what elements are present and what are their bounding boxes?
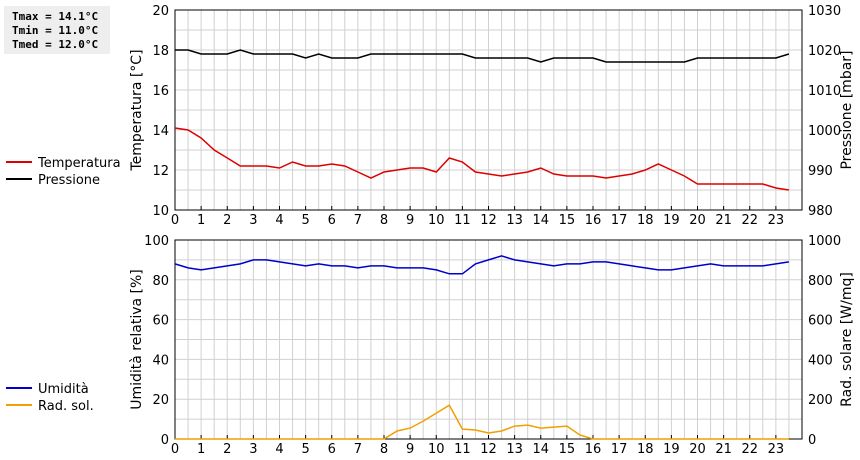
x-tick-label: 12 [480,442,497,457]
x-tick-label: 3 [249,442,257,457]
tmin-label: Tmin = 11.0°C [12,24,99,37]
legend-label: Umidità [38,382,89,397]
x-tick-label: 13 [506,213,523,228]
x-tick-label: 22 [741,442,758,457]
y-left-tick-label: 18 [152,44,169,59]
y-left-axis-label: Temperatura [°C] [129,49,145,171]
y-right-tick-label: 980 [808,204,833,219]
x-tick-label: 23 [768,213,785,228]
chart-1: 0 1 2 3 4 5 6 7 8 9 10 11 12 13 14 15 16 17 18 19 20 21 22 2310… [6,4,855,228]
x-tick-label: 8 [380,442,388,457]
x-tick-label: 0 [171,442,179,457]
x-tick-label: 22 [741,213,758,228]
series-line-1-1 [174,127,790,191]
y-left-tick-label: 14 [152,124,169,139]
y-right-tick-label: 200 [808,393,833,408]
series-line-2-2 [175,404,789,440]
x-tick-label: 10 [428,213,445,228]
x-tick-label: 9 [406,442,414,457]
x-tick-label: 16 [585,442,602,457]
x-tick-label: 3 [249,213,257,228]
x-tick-label: 11 [454,213,471,228]
y-left-tick-label: 20 [152,4,169,19]
x-tick-label: 14 [532,442,549,457]
legend-label: Rad. sol. [38,399,94,414]
y-right-tick-label: 800 [808,274,833,289]
x-tick-label: 2 [223,213,231,228]
y-right-axis-label: Pressione [mbar] [839,50,855,169]
x-tick-label: 12 [480,213,497,228]
y-right-tick-label: 1000 [808,124,841,139]
y-left-tick-label: 12 [152,164,169,179]
x-tick-label: 5 [301,213,309,228]
x-tick-label: 14 [532,213,549,228]
y-left-tick-label: 80 [152,274,169,289]
tmed-label: Tmed = 12.0°C [12,38,99,51]
y-right-axis-label: Rad. solare [W/mq] [839,272,855,407]
x-tick-label: 7 [354,213,362,228]
y-left-tick-label: 10 [152,204,169,219]
y-left-tick-label: 0 [161,433,169,448]
x-tick-label: 21 [715,213,732,228]
x-tick-label: 13 [506,442,523,457]
x-tick-label: 5 [301,442,309,457]
x-tick-label: 6 [328,213,336,228]
x-tick-label: 21 [715,442,732,457]
x-tick-label: 20 [689,213,706,228]
x-tick-label: 7 [354,442,362,457]
y-left-tick-label: 100 [144,234,169,249]
x-tick-label: 18 [637,442,654,457]
x-tick-label: 19 [663,442,680,457]
chart-2: 0 1 2 3 4 5 6 7 8 9 10 11 12 13 14 15 16 17 18 19 20 21 22 2302… [6,234,855,457]
legend-label: Temperatura [37,156,121,171]
y-left-tick-label: 40 [152,353,169,368]
y-right-tick-label: 1020 [808,44,841,59]
y-right-tick-label: 400 [808,353,833,368]
series-line-1-2 [175,49,790,63]
x-tick-label: 16 [585,213,602,228]
x-tick-label: 15 [559,442,576,457]
x-tick-label: 1 [197,213,205,228]
tmax-label: Tmax = 14.1°C [12,10,99,23]
x-tick-label: 23 [768,442,785,457]
series-line-2-1 [174,255,790,275]
y-left-tick-label: 16 [152,84,169,99]
y-left-tick-label: 20 [152,393,169,408]
x-tick-label: 9 [406,213,414,228]
x-tick-label: 11 [454,442,471,457]
x-tick-label: 0 [171,213,179,228]
y-left-tick-label: 60 [152,314,169,329]
legend-label: Pressione [38,173,100,188]
y-left-axis-label: Umidità relativa [%] [129,269,145,410]
x-tick-label: 8 [380,213,388,228]
x-tick-label: 4 [275,213,283,228]
x-tick-label: 20 [689,442,706,457]
y-right-tick-label: 1030 [808,4,841,19]
stats-box: Tmax = 14.1°C Tmin = 11.0°C Tmed = 12.0°… [4,6,110,54]
x-tick-label: 17 [611,442,628,457]
x-tick-label: 17 [611,213,628,228]
y-right-tick-label: 600 [808,314,833,329]
x-tick-label: 6 [328,442,336,457]
y-right-tick-label: 990 [808,164,833,179]
y-right-tick-label: 0 [808,433,816,448]
x-tick-label: 18 [637,213,654,228]
x-tick-label: 2 [223,442,231,457]
y-right-tick-label: 1000 [808,234,841,249]
x-tick-label: 15 [559,213,576,228]
x-tick-label: 4 [275,442,283,457]
x-tick-label: 10 [428,442,445,457]
x-tick-label: 19 [663,213,680,228]
x-tick-label: 1 [197,442,205,457]
y-right-tick-label: 1010 [808,84,841,99]
